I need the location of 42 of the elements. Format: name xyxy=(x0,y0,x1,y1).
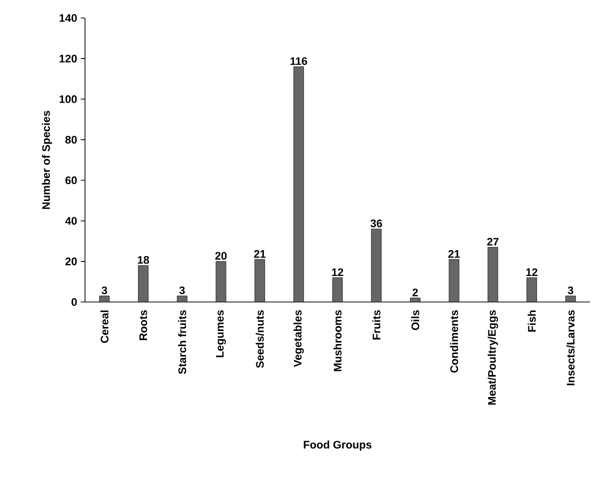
x-tick-label: Legumes xyxy=(216,310,226,358)
x-tick-label: Roots xyxy=(139,310,148,340)
x-tick-label: Meat/Poultry/Eggs xyxy=(488,310,498,405)
y-tick-label: 140 xyxy=(60,14,77,22)
data-label: 2 xyxy=(412,288,418,296)
data-label: 12 xyxy=(332,268,344,276)
x-tick-label: Fish xyxy=(528,310,536,332)
x-tick-label: Vegetables xyxy=(294,310,304,367)
x-tick-label: Condiments xyxy=(450,310,458,373)
x-tick-label: Cereal xyxy=(100,310,108,343)
data-label: 3 xyxy=(102,286,108,294)
data-label: 3 xyxy=(179,286,185,294)
data-label: 20 xyxy=(215,252,227,260)
bar xyxy=(526,277,537,302)
data-label: 27 xyxy=(487,238,498,246)
data-label: 21 xyxy=(254,250,266,258)
y-tick-label: 100 xyxy=(60,95,77,104)
x-axis-title: Food Groups xyxy=(304,440,372,451)
y-axis-title: Number of Species xyxy=(42,110,52,209)
y-tick-label: 20 xyxy=(65,258,77,266)
bar xyxy=(371,228,382,302)
bar xyxy=(138,265,148,302)
x-tick-label: Starch fruits xyxy=(178,310,186,374)
data-label: 116 xyxy=(290,57,308,65)
x-tick-label: Insects/Larvas xyxy=(566,310,575,386)
data-label: 18 xyxy=(138,256,150,264)
y-tick-label: 120 xyxy=(60,54,77,62)
y-tick-label: 60 xyxy=(65,176,77,184)
data-label: 12 xyxy=(526,268,538,276)
bar xyxy=(488,247,498,302)
x-tick-label: Mushrooms xyxy=(333,310,342,372)
x-tick-label: Seeds/nuts xyxy=(256,310,264,368)
data-label: 3 xyxy=(568,286,574,294)
data-label: 36 xyxy=(370,220,382,228)
bar xyxy=(293,66,304,302)
x-tick-label: Oils xyxy=(411,310,420,330)
y-tick-label: 40 xyxy=(65,216,77,225)
bar xyxy=(254,259,266,302)
y-tick-label: 80 xyxy=(65,136,77,144)
y-tick-label: 0 xyxy=(72,298,77,306)
x-tick-label: Fruits xyxy=(372,310,380,340)
data-label: 21 xyxy=(448,250,460,258)
